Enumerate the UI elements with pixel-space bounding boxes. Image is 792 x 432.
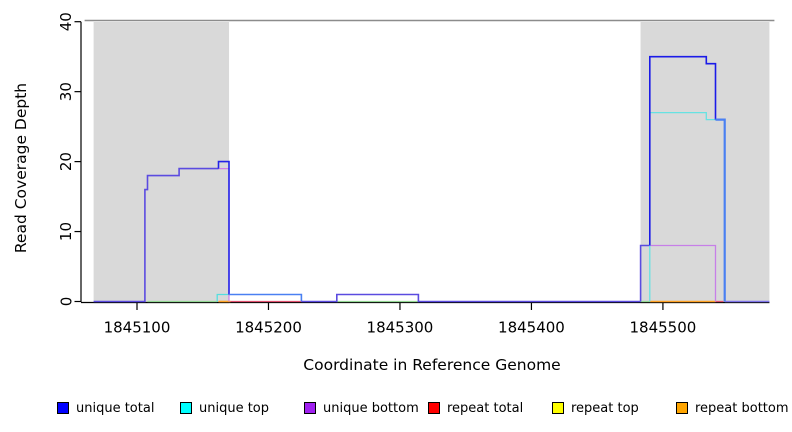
unique-total-swatch-icon bbox=[57, 402, 69, 414]
unique-bottom-swatch-icon bbox=[304, 402, 316, 414]
shaded-region bbox=[640, 22, 770, 304]
series-line bbox=[93, 167, 219, 303]
series-line bbox=[229, 293, 303, 302]
series-line bbox=[639, 244, 650, 302]
unique-top-swatch-icon bbox=[180, 402, 192, 414]
legend-item-repeat-top: repeat top bbox=[552, 398, 639, 418]
legend-item-unique-top: unique top bbox=[180, 398, 269, 418]
shaded-region bbox=[93, 22, 230, 304]
repeat-bottom-swatch-icon bbox=[676, 402, 688, 414]
y-tick-label: 20 bbox=[57, 152, 75, 171]
series-line bbox=[301, 293, 641, 303]
series-line bbox=[648, 55, 717, 246]
legend-item-unique-total: unique total bbox=[57, 398, 154, 418]
y-tick-label: 0 bbox=[57, 297, 75, 307]
repeat-total-swatch-icon bbox=[428, 402, 440, 414]
legend-label: unique bottom bbox=[323, 400, 419, 416]
y-tick-label: 40 bbox=[57, 12, 75, 31]
x-tick-label: 1845100 bbox=[104, 319, 171, 337]
series-line bbox=[715, 118, 726, 302]
shaded-regions bbox=[93, 22, 770, 304]
legend-label: repeat bottom bbox=[695, 400, 789, 416]
legend-item-repeat-bottom: repeat bottom bbox=[676, 398, 789, 418]
axes: 0 10 20 30 40 1845100 1845200 1845300 1845400 184… bbox=[57, 12, 770, 337]
x-tick-label: 1845500 bbox=[630, 319, 697, 337]
legend-item-unique-bottom: unique bottom bbox=[304, 398, 419, 418]
legend-label: unique top bbox=[199, 400, 270, 416]
y-axis-label-text: Read Coverage Depth bbox=[12, 82, 30, 254]
x-tick-label: 1845300 bbox=[367, 319, 434, 337]
x-tick-label: 1845200 bbox=[235, 319, 302, 337]
y-tick-label: 30 bbox=[57, 82, 75, 101]
legend-label: unique total bbox=[76, 400, 155, 416]
legend-item-repeat-total: repeat total bbox=[428, 398, 523, 418]
series-line bbox=[216, 293, 229, 302]
repeat-top-swatch-icon bbox=[552, 402, 564, 414]
y-tick-label: 10 bbox=[57, 222, 75, 241]
legend-label: repeat top bbox=[571, 400, 639, 416]
series-line bbox=[649, 244, 717, 302]
y-axis-label: Read Coverage Depth bbox=[12, 83, 30, 253]
x-axis-label: Coordinate in Reference Genome bbox=[303, 356, 561, 374]
coverage-lines bbox=[93, 55, 770, 303]
legend-label: repeat total bbox=[447, 400, 524, 416]
legend: unique total unique top unique bottom re… bbox=[0, 398, 792, 420]
x-tick-label: 1845400 bbox=[498, 319, 565, 337]
series-line bbox=[217, 160, 230, 295]
